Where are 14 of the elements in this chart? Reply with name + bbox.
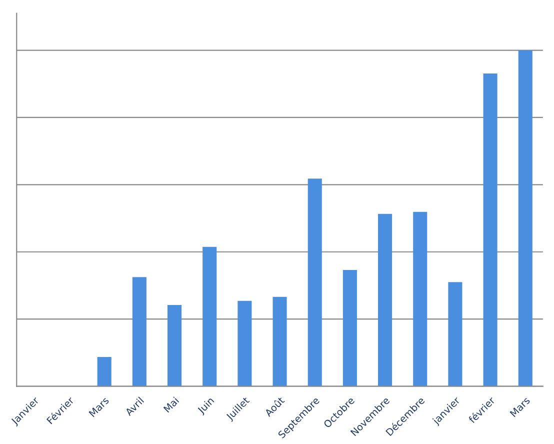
bar bbox=[448, 282, 462, 386]
bar bbox=[518, 50, 532, 386]
x-tick-label: Mai bbox=[163, 396, 180, 413]
bar bbox=[342, 270, 357, 386]
bar bbox=[202, 246, 217, 386]
bar bbox=[378, 214, 392, 386]
bar bbox=[97, 357, 112, 386]
bar bbox=[238, 300, 252, 386]
bar bbox=[132, 277, 146, 386]
bar bbox=[167, 304, 182, 386]
bar bbox=[308, 178, 322, 386]
bar bbox=[272, 296, 287, 386]
bar bbox=[483, 73, 498, 386]
bar bbox=[413, 212, 428, 386]
